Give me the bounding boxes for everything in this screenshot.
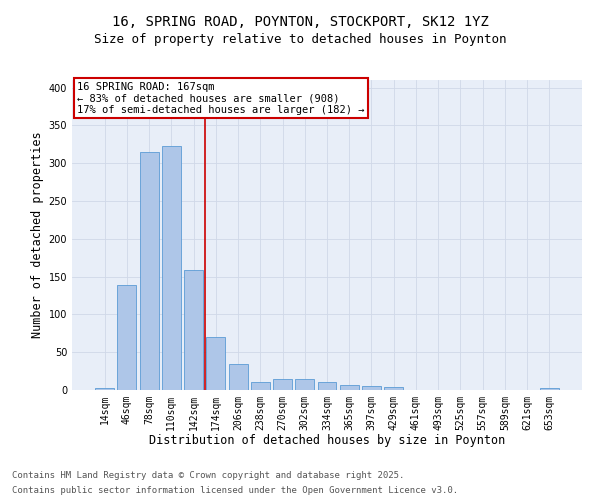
Bar xyxy=(251,382,270,390)
Bar xyxy=(95,388,114,390)
Text: 16 SPRING ROAD: 167sqm
← 83% of detached houses are smaller (908)
17% of semi-de: 16 SPRING ROAD: 167sqm ← 83% of detached… xyxy=(77,82,365,115)
Bar xyxy=(229,364,248,390)
Bar xyxy=(162,146,181,390)
Bar xyxy=(362,386,381,390)
Bar xyxy=(540,388,559,390)
Text: Size of property relative to detached houses in Poynton: Size of property relative to detached ho… xyxy=(94,32,506,46)
Text: Contains public sector information licensed under the Open Government Licence v3: Contains public sector information licen… xyxy=(12,486,458,495)
Bar xyxy=(184,270,203,390)
Bar xyxy=(273,380,292,390)
Text: 16, SPRING ROAD, POYNTON, STOCKPORT, SK12 1YZ: 16, SPRING ROAD, POYNTON, STOCKPORT, SK1… xyxy=(112,15,488,29)
Text: Contains HM Land Registry data © Crown copyright and database right 2025.: Contains HM Land Registry data © Crown c… xyxy=(12,471,404,480)
Bar xyxy=(340,384,359,390)
Bar xyxy=(317,382,337,390)
Y-axis label: Number of detached properties: Number of detached properties xyxy=(31,132,44,338)
X-axis label: Distribution of detached houses by size in Poynton: Distribution of detached houses by size … xyxy=(149,434,505,448)
Bar xyxy=(118,285,136,390)
Bar xyxy=(384,387,403,390)
Bar xyxy=(140,152,158,390)
Bar xyxy=(206,337,225,390)
Bar xyxy=(295,380,314,390)
